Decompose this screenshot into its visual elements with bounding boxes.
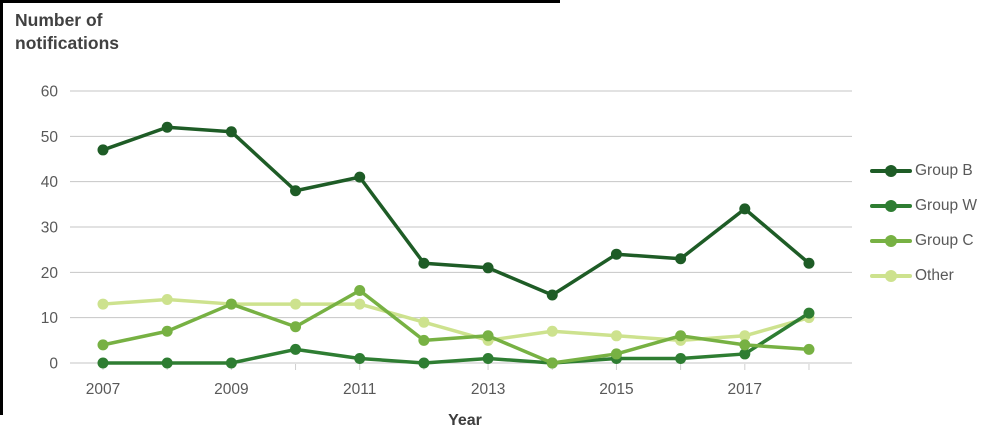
- point-group-w-2007: [97, 357, 109, 369]
- y-tick-label-10: 10: [41, 310, 59, 327]
- point-group-c-2014: [546, 357, 558, 369]
- point-group-w-2008: [161, 357, 173, 369]
- x-tick-label-2009: 2009: [214, 381, 248, 398]
- point-group-b-2017: [739, 203, 751, 215]
- window-border-left: [0, 0, 3, 415]
- legend-item-other: Other: [870, 258, 977, 293]
- point-group-c-2015: [610, 348, 622, 360]
- point-group-c-2017: [739, 339, 751, 351]
- point-group-c-2008: [161, 325, 173, 337]
- point-group-b-2007: [97, 144, 109, 156]
- x-axis-title: Year: [448, 412, 482, 429]
- point-group-c-2013: [482, 330, 494, 342]
- y-axis-title-line2: notifications: [15, 33, 120, 53]
- x-tick-label-2015: 2015: [599, 381, 633, 398]
- legend-dot-group-b: [885, 164, 897, 177]
- point-group-w-2013: [482, 352, 494, 364]
- y-tick-label-60: 60: [41, 84, 59, 101]
- point-other-2015: [610, 330, 622, 342]
- point-group-c-2011: [354, 284, 366, 296]
- y-axis-title-line1: Number of: [15, 10, 103, 30]
- point-group-c-2009: [225, 298, 237, 310]
- point-group-w-2018: [803, 307, 815, 319]
- x-tick-label-2013: 2013: [471, 381, 505, 398]
- legend-label-group-c: Group C: [915, 231, 974, 249]
- point-group-b-2008: [161, 121, 173, 133]
- point-group-c-2007: [97, 339, 109, 351]
- legend-marker-icon-group-c: [870, 234, 912, 247]
- point-group-c-2018: [803, 343, 815, 355]
- x-tick-label-2007: 2007: [86, 381, 120, 398]
- y-tick-label-50: 50: [41, 129, 59, 146]
- legend-dot-other: [885, 269, 897, 282]
- legend-item-group-w: Group W: [870, 188, 977, 223]
- point-group-w-2016: [675, 352, 687, 364]
- point-group-w-2012: [418, 357, 430, 369]
- y-tick-label-40: 40: [41, 174, 59, 191]
- x-tick-label-2017: 2017: [728, 381, 762, 398]
- point-group-c-2010: [290, 321, 302, 333]
- point-group-b-2013: [482, 262, 494, 274]
- series-line-group-b: [101, 125, 811, 297]
- point-group-b-2015: [610, 248, 622, 260]
- point-other-2007: [97, 298, 109, 310]
- point-other-2014: [546, 325, 558, 337]
- series-line-group-c: [101, 288, 811, 365]
- point-group-b-2012: [418, 257, 430, 269]
- point-other-2008: [161, 294, 173, 306]
- y-tick-label-0: 0: [49, 356, 58, 373]
- point-other-2010: [290, 298, 302, 310]
- legend-marker-icon-group-w: [870, 199, 912, 212]
- legend-dot-group-c: [885, 234, 897, 247]
- y-tick-label-20: 20: [41, 265, 59, 282]
- x-tick-label-2011: 2011: [343, 381, 376, 398]
- legend-label-group-w: Group W: [915, 196, 978, 214]
- legend-marker-icon-group-b: [870, 164, 912, 177]
- series-line-group-w: [101, 311, 811, 365]
- point-group-b-2010: [290, 185, 302, 197]
- point-group-b-2018: [803, 257, 815, 269]
- legend-item-group-b: Group B: [870, 153, 977, 188]
- point-group-w-2017: [739, 348, 751, 360]
- y-tick-label-30: 30: [41, 220, 59, 237]
- legend-label-other: Other: [915, 266, 954, 284]
- window-border-top: [0, 0, 560, 3]
- point-group-b-2009: [225, 126, 237, 138]
- point-other-2012: [418, 316, 430, 328]
- point-group-b-2011: [354, 171, 366, 183]
- legend-label-group-b: Group B: [915, 161, 973, 179]
- legend-dot-group-w: [885, 199, 897, 212]
- point-group-w-2010: [290, 343, 302, 355]
- point-group-c-2016: [675, 330, 687, 342]
- series-line-other: [101, 297, 811, 343]
- point-other-2011: [354, 298, 366, 310]
- legend: Group B Group W Group C Other: [870, 153, 977, 293]
- point-group-w-2009: [225, 357, 237, 369]
- legend-item-group-c: Group C: [870, 223, 977, 258]
- point-group-b-2014: [546, 289, 558, 301]
- legend-marker-icon-other: [870, 269, 912, 282]
- point-other-2017: [739, 330, 751, 342]
- point-group-c-2012: [418, 334, 430, 346]
- point-group-w-2011: [354, 352, 366, 364]
- y-axis-title: Number of notifications: [15, 9, 119, 55]
- point-group-b-2016: [675, 253, 687, 265]
